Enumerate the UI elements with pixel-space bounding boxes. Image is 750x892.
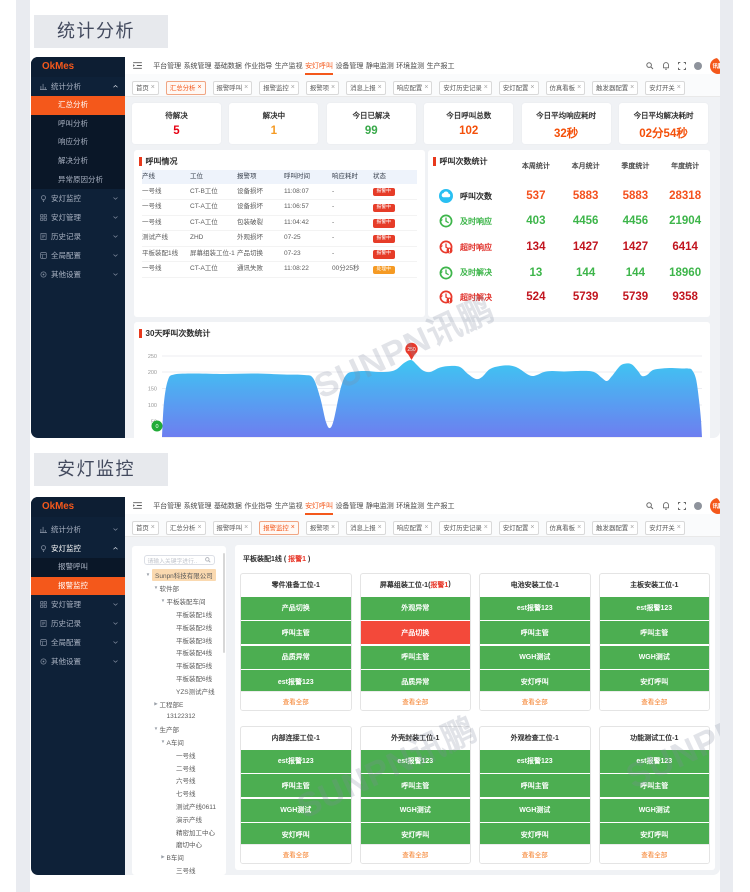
svg-text:0: 0 (155, 424, 158, 430)
svg-text:200: 200 (148, 370, 157, 376)
svg-text:100: 100 (148, 403, 157, 409)
svg-text:150: 150 (148, 387, 157, 393)
svg-text:250: 250 (148, 354, 157, 360)
svg-text:250: 250 (407, 347, 416, 353)
